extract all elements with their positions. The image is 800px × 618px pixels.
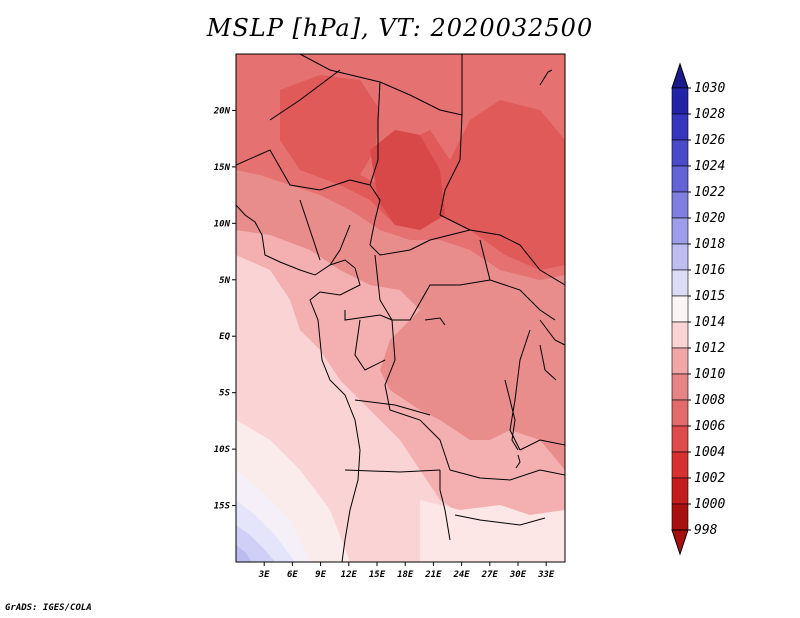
colorbar-label: 1008 <box>694 393 725 408</box>
lat-tick-label: 20N <box>213 106 231 116</box>
axis-labels: 3E 6E 9E 12E 15E 18E 21E 24E 27E 30E 33E 20N 15N 10N 5… <box>213 106 555 580</box>
lon-tick-label: 9E <box>315 570 326 580</box>
colorbar-swatch <box>671 113 689 141</box>
lon-tick-label: 12E <box>341 570 358 580</box>
colorbar-label: 1000 <box>694 497 725 512</box>
lon-tick-label: 33E <box>537 570 555 580</box>
colorbar-swatch <box>671 295 689 323</box>
lat-tick-label: 5S <box>219 389 230 399</box>
colorbar-swatch <box>671 373 689 401</box>
colorbar-label: 1018 <box>694 237 725 252</box>
colorbar-label: 1002 <box>694 471 725 486</box>
lon-tick-label: 18E <box>397 570 414 580</box>
colorbar: 1030 1028 1026 1024 1022 1020 1018 1016 1015 1014… <box>671 62 725 556</box>
political-boundaries <box>236 54 565 562</box>
credit-text: GrADS: IGES/COLA <box>5 603 92 613</box>
colorbar-label: 1016 <box>694 263 725 278</box>
colorbar-label: 1015 <box>694 289 725 304</box>
colorbar-swatch <box>671 269 689 297</box>
lat-tick-label: 10N <box>214 219 231 229</box>
lat-tick-label: 15S <box>214 502 231 512</box>
colorbar-swatch <box>671 321 689 349</box>
colorbar-label: 1024 <box>694 159 725 174</box>
colorbar-label: 1014 <box>694 315 725 330</box>
lat-tick-label: 5N <box>219 276 230 286</box>
lon-tick-label: 27E <box>481 570 499 580</box>
lon-tick-label: 30E <box>509 570 527 580</box>
colorbar-label: 1022 <box>694 185 725 200</box>
colorbar-swatch <box>671 503 689 531</box>
colorbar-swatch <box>671 217 689 245</box>
colorbar-label: 1030 <box>694 81 725 96</box>
colorbar-swatch <box>671 347 689 375</box>
pressure-field <box>236 54 565 562</box>
lon-tick-label: 15E <box>369 570 386 580</box>
lon-tick-label: 24E <box>452 570 470 580</box>
colorbar-top-arrow <box>671 62 689 89</box>
axis-ticks <box>232 109 547 566</box>
lat-tick-label: 15N <box>214 163 231 173</box>
colorbar-label: 1012 <box>694 341 725 356</box>
colorbar-label: 1020 <box>694 211 725 226</box>
colorbar-swatch <box>671 87 689 115</box>
lon-tick-label: 21E <box>424 570 442 580</box>
colorbar-swatch <box>671 477 689 505</box>
lon-tick-label: 6E <box>287 570 298 580</box>
colorbar-swatch <box>671 165 689 193</box>
colorbar-label: 1004 <box>694 445 725 460</box>
colorbar-swatch <box>671 139 689 167</box>
colorbar-label: 1028 <box>694 107 725 122</box>
colorbar-swatch <box>671 191 689 219</box>
lat-tick-label: EQ <box>219 332 230 342</box>
colorbar-label: 1010 <box>694 367 725 382</box>
colorbar-label: 998 <box>694 523 718 538</box>
map-frame <box>235 53 566 563</box>
colorbar-swatch <box>671 243 689 271</box>
colorbar-label: 1026 <box>694 133 725 148</box>
colorbar-swatch <box>671 399 689 427</box>
lat-tick-label: 10S <box>214 445 231 455</box>
colorbar-label: 1006 <box>694 419 725 434</box>
lon-tick-label: 3E <box>258 570 270 580</box>
colorbar-swatch <box>671 425 689 453</box>
colorbar-swatch <box>671 451 689 479</box>
colorbar-bottom-arrow <box>671 529 689 556</box>
page-title: MSLP [hPa], VT: 2020032500 <box>206 14 594 42</box>
